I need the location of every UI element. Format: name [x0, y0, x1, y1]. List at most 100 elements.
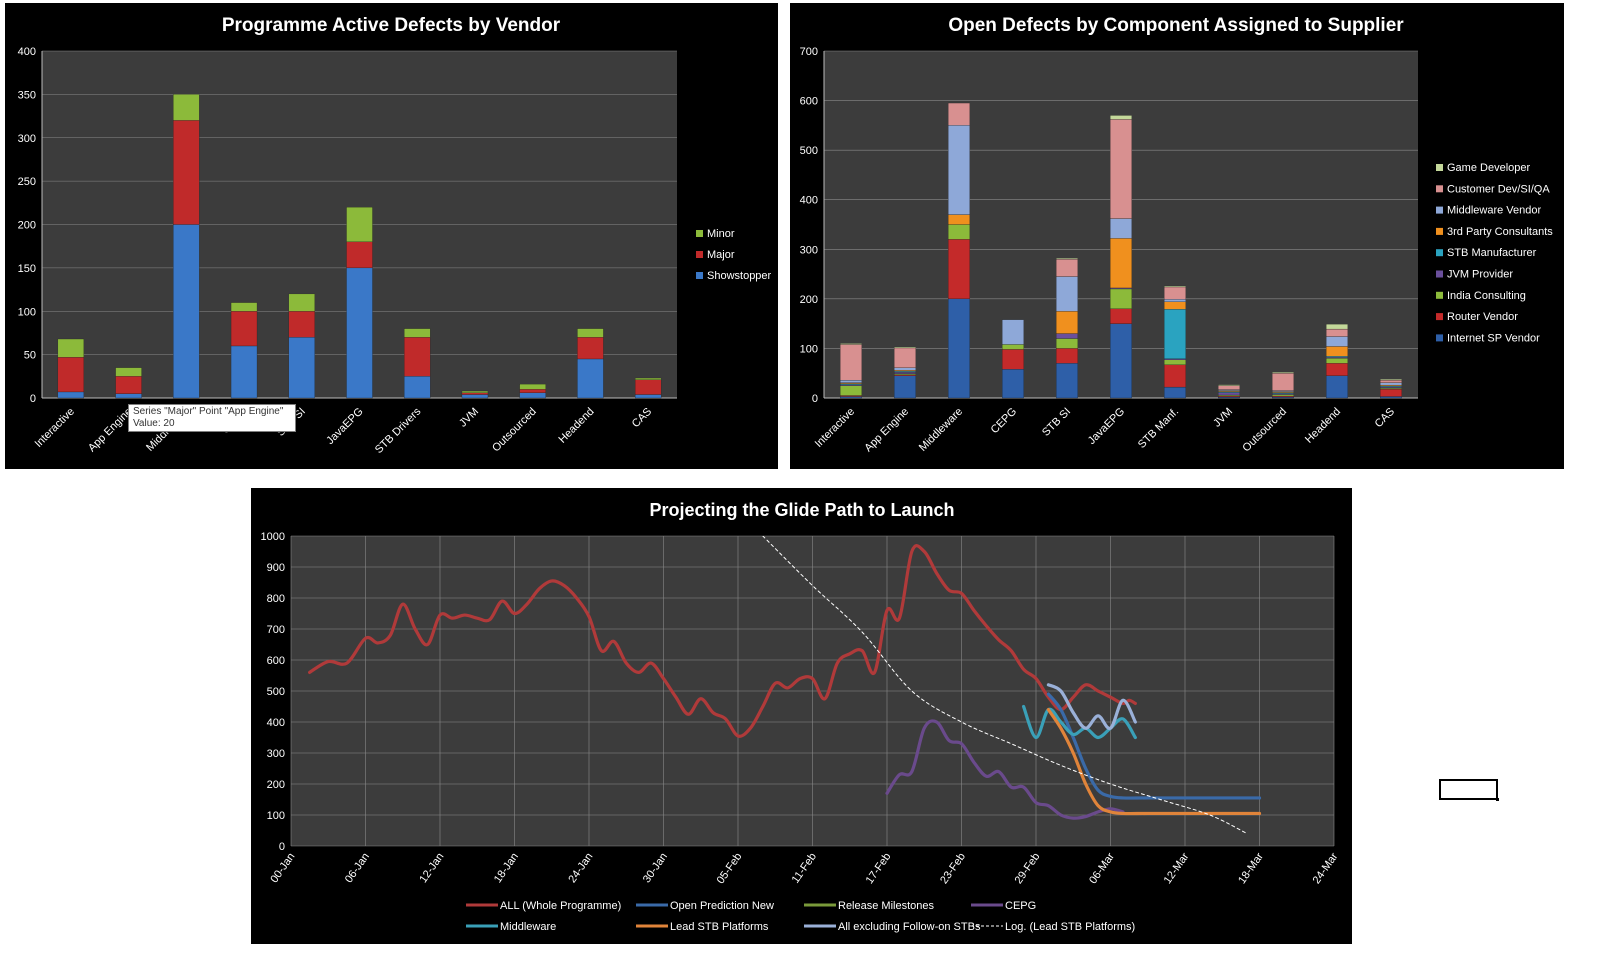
bar-showstopper-interactive[interactable]: [57, 391, 85, 399]
bar-major-cepg[interactable]: [230, 311, 258, 347]
bar-showstopper-jvm[interactable]: [461, 394, 489, 399]
bar-internet-sp-vendor-cepg[interactable]: [1002, 369, 1024, 399]
bar-major-jvm[interactable]: [461, 392, 489, 395]
series-line-lead-stb-platforms[interactable]: [1046, 708, 1262, 816]
series-line-all-excluding-follow-on-stbs[interactable]: [1046, 683, 1137, 731]
bar-internet-sp-vendor-javaepg[interactable]: [1110, 323, 1132, 399]
bar-game-developer-stb-si[interactable]: [1056, 258, 1078, 260]
bar-game-developer-stb-manf[interactable]: [1164, 285, 1186, 288]
bar-internet-sp-vendor-stb-manf[interactable]: [1164, 386, 1186, 399]
bar-game-developer-javaepg[interactable]: [1110, 115, 1132, 120]
bar-showstopper-stb-drivers[interactable]: [404, 376, 431, 399]
bar-major-interactive[interactable]: [57, 357, 85, 393]
bar-showstopper-cepg[interactable]: [230, 345, 258, 399]
bar-internet-sp-vendor-app-engine[interactable]: [894, 375, 916, 399]
vendor-defects-chart-panel[interactable]: Programme Active Defects by Vendor 0 50 100…: [5, 3, 778, 469]
bar-game-developer-interactive[interactable]: [840, 343, 862, 345]
bar-minor-outsourced[interactable]: [519, 383, 546, 390]
bar-router-vendor-javaepg[interactable]: [1110, 308, 1132, 324]
bar-showstopper-headend[interactable]: [577, 358, 604, 399]
bar-game-developer-outsourced[interactable]: [1272, 372, 1294, 374]
bar-game-developer-app-engine[interactable]: [894, 346, 916, 349]
bar-internet-sp-vendor-interactive[interactable]: [840, 396, 862, 399]
bar-major-outsourced[interactable]: [519, 389, 546, 393]
bar-india-consulting-javaepg[interactable]: [1110, 288, 1132, 309]
series-line-cepg[interactable]: [885, 719, 1125, 820]
bar-customer-dev-si-qa-stb-si[interactable]: [1056, 259, 1078, 277]
bar-customer-dev-si-qa-interactive[interactable]: [840, 344, 862, 381]
bar-showstopper-middleware[interactable]: [173, 224, 200, 399]
bar-middleware-vendor-cepg[interactable]: [1002, 319, 1024, 345]
bar-router-vendor-cepg[interactable]: [1002, 349, 1024, 370]
bar-major-stb-si[interactable]: [288, 311, 315, 338]
bar-showstopper-javaepg[interactable]: [346, 267, 373, 399]
series-line-open-prediction-new[interactable]: [1046, 692, 1262, 800]
bar-customer-dev-si-qa-javaepg[interactable]: [1110, 119, 1132, 219]
bar-jvm-provider-app-engine[interactable]: [894, 372, 916, 374]
supplier-defects-chart-panel[interactable]: Open Defects by Component Assigned to Su…: [790, 3, 1564, 469]
bar-minor-cepg[interactable]: [230, 302, 258, 312]
bar-major-headend[interactable]: [577, 337, 604, 360]
bar-major-stb-drivers[interactable]: [404, 337, 431, 377]
bar-customer-dev-si-qa-cas[interactable]: [1380, 380, 1402, 383]
bar-showstopper-cas[interactable]: [634, 394, 662, 399]
bar-major-middleware[interactable]: [173, 120, 200, 225]
bar-india-consulting-stb-si[interactable]: [1056, 338, 1078, 349]
bar-3rd-party-consultants-javaepg[interactable]: [1110, 238, 1132, 289]
bar-router-vendor-middleware[interactable]: [948, 239, 970, 300]
bar-game-developer-headend[interactable]: [1326, 323, 1348, 330]
bar-showstopper-stb-si[interactable]: [288, 337, 315, 399]
bar-internet-sp-vendor-cas[interactable]: [1380, 396, 1402, 399]
bar-middleware-vendor-app-engine[interactable]: [894, 367, 916, 371]
bar-customer-dev-si-qa-jvm[interactable]: [1218, 385, 1240, 390]
bar-major-cas[interactable]: [634, 379, 662, 395]
bar-minor-jvm[interactable]: [461, 390, 489, 393]
bar-router-vendor-stb-manf[interactable]: [1164, 364, 1186, 388]
bar-3rd-party-consultants-stb-si[interactable]: [1056, 311, 1078, 334]
bar-internet-sp-vendor-stb-si[interactable]: [1056, 363, 1078, 399]
supplier-defects-chart[interactable]: Open Defects by Component Assigned to Su…: [790, 3, 1564, 469]
bar-3rd-party-consultants-headend[interactable]: [1326, 346, 1348, 357]
bar-middleware-vendor-headend[interactable]: [1326, 336, 1348, 347]
bar-customer-dev-si-qa-app-engine[interactable]: [894, 347, 916, 368]
bar-middleware-vendor-javaepg[interactable]: [1110, 218, 1132, 239]
bar-minor-stb-si[interactable]: [288, 293, 315, 312]
vendor-defects-chart[interactable]: Programme Active Defects by Vendor 0 50 100…: [5, 3, 778, 469]
bar-minor-cas[interactable]: [634, 377, 662, 380]
bar-router-vendor-stb-si[interactable]: [1056, 348, 1078, 364]
bar-minor-app-engine[interactable]: [115, 367, 142, 377]
bar-showstopper-app-engine[interactable]: [115, 393, 142, 399]
bar-3rd-party-consultants-middleware[interactable]: [948, 214, 970, 225]
bar-game-developer-cas[interactable]: [1380, 379, 1402, 381]
bar-middleware-vendor-stb-manf[interactable]: [1164, 299, 1186, 302]
bar-major-app-engine[interactable]: [115, 376, 142, 394]
bar-minor-middleware[interactable]: [173, 94, 200, 121]
bar-major-javaepg[interactable]: [346, 241, 373, 269]
bar-game-developer-jvm[interactable]: [1218, 384, 1240, 386]
glide-path-chart[interactable]: Projecting the Glide Path to Launch 0 100 2…: [251, 488, 1352, 944]
bar-router-vendor-cas[interactable]: [1380, 388, 1402, 397]
series-line-middleware[interactable]: [1021, 704, 1137, 740]
bar-middleware-vendor-stb-si[interactable]: [1056, 276, 1078, 312]
fill-handle[interactable]: [1496, 798, 1499, 801]
bar-internet-sp-vendor-headend[interactable]: [1326, 375, 1348, 399]
bar-india-consulting-outsourced[interactable]: [1272, 394, 1294, 397]
bar-india-consulting-stb-manf[interactable]: [1164, 359, 1186, 365]
bar-india-consulting-middleware[interactable]: [948, 224, 970, 240]
bar-india-consulting-interactive[interactable]: [840, 385, 862, 396]
bar-customer-dev-si-qa-stb-manf[interactable]: [1164, 286, 1186, 300]
bar-customer-dev-si-qa-middleware[interactable]: [948, 102, 970, 126]
bar-internet-sp-vendor-middleware[interactable]: [948, 298, 970, 399]
series-line-all-whole-programme[interactable]: [308, 544, 1137, 738]
bar-middleware-vendor-middleware[interactable]: [948, 125, 970, 215]
bar-customer-dev-si-qa-headend[interactable]: [1326, 328, 1348, 337]
bar-minor-javaepg[interactable]: [346, 206, 373, 242]
glide-path-chart-panel[interactable]: Projecting the Glide Path to Launch 0 100 2…: [251, 488, 1352, 944]
bar-minor-interactive[interactable]: [57, 338, 85, 358]
bar-router-vendor-headend[interactable]: [1326, 363, 1348, 376]
bar-india-consulting-headend[interactable]: [1326, 358, 1348, 364]
selected-cell-box[interactable]: [1439, 779, 1499, 801]
bar-showstopper-outsourced[interactable]: [519, 392, 546, 399]
bar-middleware-vendor-cas[interactable]: [1380, 382, 1402, 386]
bar-minor-stb-drivers[interactable]: [404, 328, 431, 338]
